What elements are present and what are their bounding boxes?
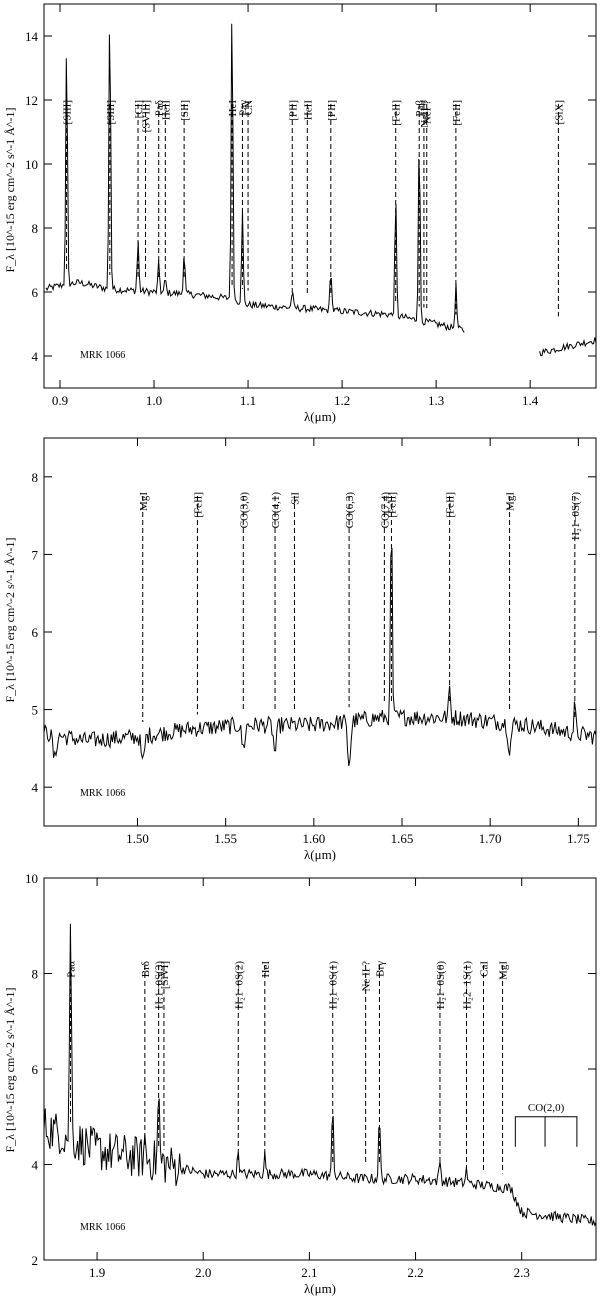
y-tick-label: 2	[32, 1253, 39, 1268]
line-id-label: H₂1−0S(2)	[233, 961, 245, 1009]
line-id-label: HeII	[160, 100, 172, 120]
y-tick-label: 4	[32, 1158, 39, 1173]
object-label: MRK 1066	[80, 1222, 125, 1233]
y-tick-label: 4	[32, 780, 39, 795]
y-tick-label: 6	[32, 625, 39, 640]
x-tick-label: 1.4	[522, 393, 539, 408]
line-id-label: [SIII]	[105, 100, 117, 124]
line-id-label: H₂2−1S(1)	[461, 961, 473, 1009]
line-id-label: MgI	[498, 961, 510, 980]
line-id-label: [SVIII]	[141, 100, 153, 132]
y-axis-title: F_λ [10^-15 erg cm^-2 s^-1 Å^-1]	[3, 987, 17, 1152]
line-id-label: MgI	[505, 492, 517, 511]
spectrum-line	[44, 547, 596, 766]
line-id-label: CO(6,3)	[344, 492, 356, 529]
panel-2: 1.50 1.55 1.60 1.65 1.70 1.75 4 5 6 7 8 λ(μm) F_λ [1…	[3, 437, 597, 862]
x-axis-title: λ(μm)	[304, 1281, 336, 1296]
y-tick-label: 8	[32, 221, 39, 236]
x-axis-title: λ(μm)	[304, 409, 336, 424]
line-id-label: Paβ	[414, 100, 426, 117]
line-id-label: HeI	[260, 961, 272, 978]
object-label: MRK 1066	[80, 788, 125, 799]
object-label: MRK 1066	[80, 350, 125, 361]
co-bracket	[514, 1116, 578, 1147]
spectrum-line	[45, 23, 465, 333]
line-id-label: [FeII]	[445, 492, 457, 518]
line-id-label: H₂1−0S(3)	[154, 961, 166, 1009]
y-tick-label: 5	[32, 703, 39, 718]
x-tick-label: 2.1	[301, 1265, 317, 1280]
x-tick-label: 0.9	[52, 393, 68, 408]
line-id-label: Brγ	[374, 961, 386, 977]
spectrum-line	[44, 923, 596, 1227]
x-tick-label: 1.65	[391, 831, 414, 846]
x-tick-label: 1.2	[334, 393, 350, 408]
line-id-label: [PII]	[287, 100, 299, 121]
line-id-label: HeII	[302, 100, 314, 120]
x-tick-label: 1.3	[428, 393, 444, 408]
line-id-label: Paα	[66, 961, 78, 978]
line-id-label: H₂1−0S(0)	[435, 961, 447, 1009]
line-id-label: [SII]	[179, 100, 191, 121]
line-id-label: CaI	[478, 961, 490, 977]
x-tick-label: 1.60	[302, 831, 325, 846]
plot-frame	[43, 3, 597, 389]
line-id-label: [FeII]	[192, 492, 204, 518]
x-tick-label: 2.2	[407, 1265, 423, 1280]
line-id-label: H₂1−0S(7)	[570, 492, 582, 540]
line-id-label: H₂1−0S(1)	[328, 961, 340, 1009]
y-tick-label: 8	[32, 967, 39, 982]
y-tick-label: 14	[25, 29, 39, 44]
line-id-label: MgI	[138, 492, 150, 511]
x-tick-label: 2.0	[195, 1265, 211, 1280]
x-tick-label: 1.55	[214, 831, 237, 846]
x-tick-label: 1.50	[126, 831, 149, 846]
line-id-label: Brδ	[140, 961, 152, 977]
x-tick-label: 2.3	[514, 1265, 530, 1280]
line-id-label: CO(3,0)	[238, 492, 250, 529]
x-tick-label: 1.0	[146, 393, 162, 408]
x-tick-label: 1.9	[89, 1265, 105, 1280]
y-tick-label: 8	[32, 470, 39, 485]
bracket-label: CO(2,0)	[528, 1102, 565, 1114]
y-tick-label: 10	[25, 157, 38, 172]
line-id-label: SiI	[289, 492, 301, 505]
x-axis-title: λ(μm)	[304, 847, 336, 862]
y-tick-label: 6	[32, 1062, 39, 1077]
line-id-label: [PII]	[326, 100, 338, 121]
y-tick-label: 7	[32, 547, 39, 562]
line-id-label: Paδ	[154, 100, 166, 116]
line-id-label: HeI	[227, 100, 239, 117]
y-axis-title: F_λ [10^-15 erg cm^-2 s^-1 Å^-1]	[3, 107, 17, 272]
line-id-label: CN	[243, 100, 255, 115]
y-tick-label: 6	[32, 285, 39, 300]
spectrum-line	[539, 337, 596, 357]
line-id-label: [SIII]	[62, 100, 74, 124]
y-tick-label: 12	[25, 93, 38, 108]
line-id-label: [CI]	[133, 100, 145, 118]
x-tick-label: 1.70	[479, 831, 502, 846]
line-id-label: [SiVI]	[159, 961, 171, 989]
line-id-label: [FeII]	[391, 100, 403, 126]
line-id-label: [FeII]	[451, 100, 463, 126]
y-axis-title: F_λ [10^-15 erg cm^-2 s^-1 Å^-1]	[3, 537, 17, 702]
plot-frame	[43, 877, 597, 1261]
line-id-label: NeII ?	[419, 100, 431, 128]
line-id-label: [SiX]	[553, 100, 565, 124]
line-id-label: Ne II ?	[361, 961, 373, 992]
panel-1: 0.9 1.0 1.1 1.2 1.3 1.4 4 6 8 10 12 14 λ(μm) F_λ [10^…	[3, 3, 597, 424]
line-id-label: CO(4,1)	[270, 492, 282, 529]
x-tick-label: 1.1	[240, 393, 256, 408]
panel-3: 1.9 2.0 2.1 2.2 2.3 2 4 6 8 10 λ(μm) F_λ [10^-15 er…	[3, 871, 597, 1296]
line-id-label: [FeII]	[386, 492, 398, 518]
y-tick-label: 10	[25, 871, 38, 886]
line-id-label: CO(7,4)	[379, 492, 391, 529]
x-tick-label: 1.75	[567, 831, 590, 846]
line-id-label: NeI ?	[422, 100, 434, 124]
line-id-label: Paγ	[237, 100, 249, 116]
y-tick-label: 4	[32, 349, 39, 364]
